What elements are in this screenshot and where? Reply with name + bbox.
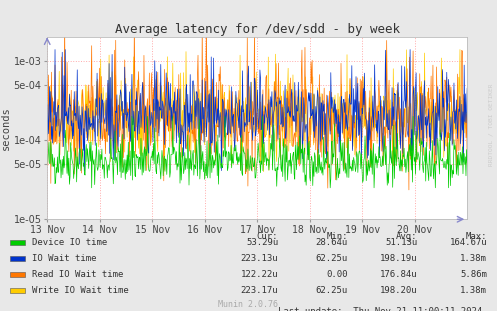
Text: 164.67u: 164.67u xyxy=(449,238,487,247)
Text: 51.13u: 51.13u xyxy=(385,238,417,247)
Text: 198.19u: 198.19u xyxy=(380,254,417,263)
Text: 62.25u: 62.25u xyxy=(316,286,348,295)
Text: Last update:  Thu Nov 21 11:00:11 2024: Last update: Thu Nov 21 11:00:11 2024 xyxy=(278,307,483,311)
Text: 223.17u: 223.17u xyxy=(241,286,278,295)
Text: 223.13u: 223.13u xyxy=(241,254,278,263)
Text: 5.86m: 5.86m xyxy=(460,270,487,279)
Text: 122.22u: 122.22u xyxy=(241,270,278,279)
Text: 198.20u: 198.20u xyxy=(380,286,417,295)
Text: Min:: Min: xyxy=(327,232,348,241)
Text: 176.84u: 176.84u xyxy=(380,270,417,279)
Text: 1.38m: 1.38m xyxy=(460,286,487,295)
Text: Max:: Max: xyxy=(466,232,487,241)
Text: Write IO Wait time: Write IO Wait time xyxy=(32,286,129,295)
Text: Avg:: Avg: xyxy=(396,232,417,241)
Text: 62.25u: 62.25u xyxy=(316,254,348,263)
Text: 0.00: 0.00 xyxy=(327,270,348,279)
Text: Munin 2.0.76: Munin 2.0.76 xyxy=(219,300,278,309)
Text: 53.29u: 53.29u xyxy=(246,238,278,247)
Text: RRDTOOL / TOBI OETIKER: RRDTOOL / TOBI OETIKER xyxy=(488,83,493,166)
Text: Device IO time: Device IO time xyxy=(32,238,107,247)
Text: Cur:: Cur: xyxy=(257,232,278,241)
Y-axis label: seconds: seconds xyxy=(1,106,11,150)
Title: Average latency for /dev/sdd - by week: Average latency for /dev/sdd - by week xyxy=(115,23,400,36)
Text: 28.64u: 28.64u xyxy=(316,238,348,247)
Text: Read IO Wait time: Read IO Wait time xyxy=(32,270,124,279)
Text: IO Wait time: IO Wait time xyxy=(32,254,97,263)
Text: 1.38m: 1.38m xyxy=(460,254,487,263)
